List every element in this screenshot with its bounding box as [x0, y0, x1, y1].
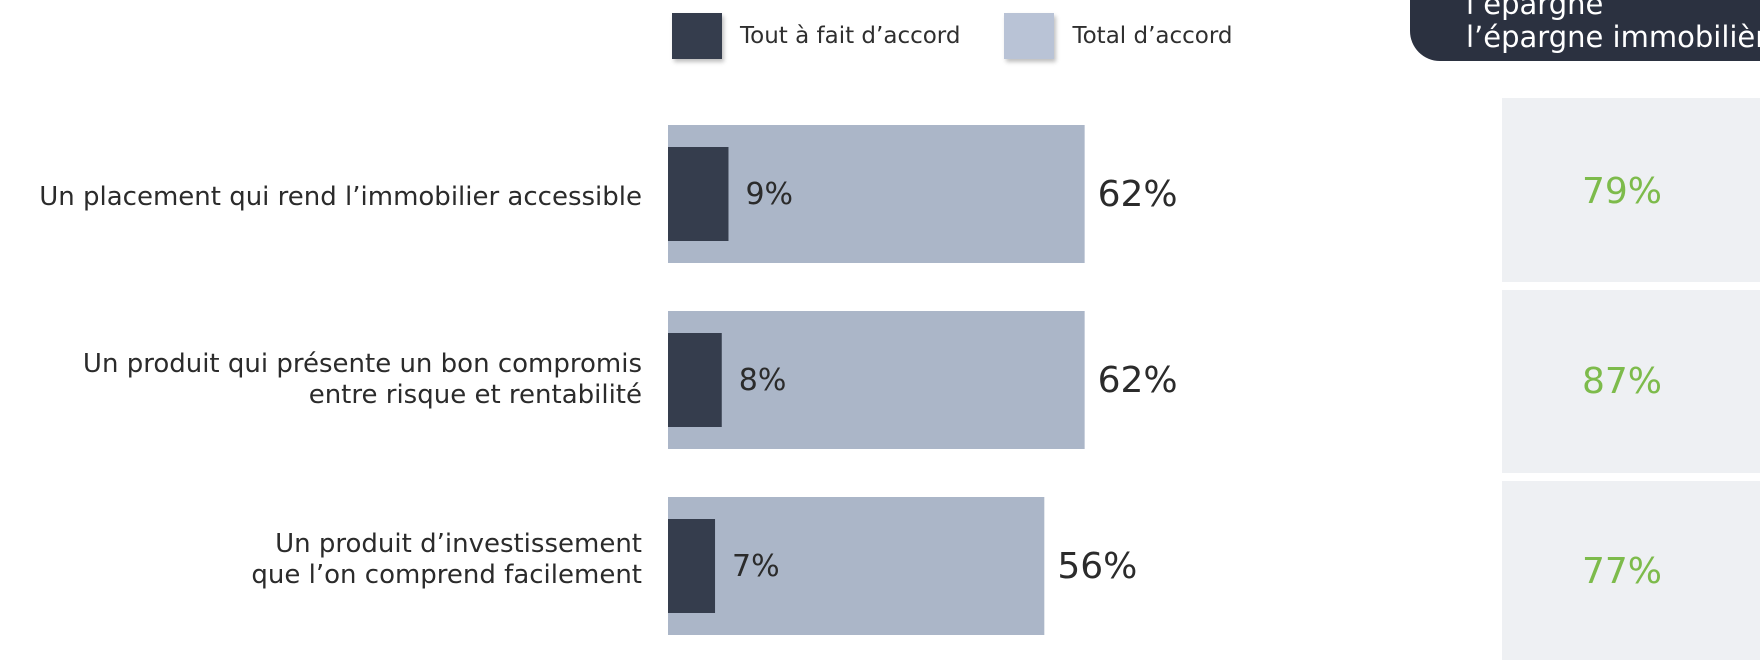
legend-label-strong: Tout à fait d’accord: [740, 23, 961, 49]
legend-item-strong: Tout à fait d’accord: [672, 13, 960, 59]
label-total-2: 56%: [1057, 546, 1137, 587]
bar-strong-1: [668, 333, 722, 427]
category-label-2-line-2: que l’on comprend facilement: [251, 560, 642, 590]
label-total-1: 62%: [1098, 360, 1178, 401]
side-panel-0: [1502, 98, 1760, 282]
category-label-2: Un produit d’investissement que l’on com…: [0, 529, 642, 591]
legend-item-total: Total d’accord: [1004, 13, 1233, 59]
bar-strong-0: [668, 147, 729, 241]
category-label-0-line-1: Un placement qui rend l’immobilier acces…: [39, 182, 642, 212]
legend-label-total: Total d’accord: [1072, 23, 1233, 49]
side-value-0: 79%: [1581, 171, 1662, 212]
category-label-0: Un placement qui rend l’immobilier acces…: [0, 182, 642, 213]
side-value-1: 87%: [1581, 361, 1662, 402]
label-strong-2: 7%: [732, 549, 780, 584]
label-strong-1: 8%: [739, 363, 787, 398]
category-label-2-line-1: Un produit d’investissement: [275, 529, 642, 559]
legend-swatch-total: [1004, 13, 1055, 59]
comparison-header: l’épargne l’épargne immobilière: [1410, 0, 1760, 61]
bar-total-0: [668, 125, 1085, 263]
header-line-1: l’épargne: [1466, 0, 1604, 21]
side-panel-2: [1502, 481, 1760, 660]
bar-total-1: [668, 311, 1085, 449]
label-total-0: 62%: [1098, 174, 1178, 215]
category-label-1: Un produit qui présente un bon compromis…: [0, 349, 642, 411]
header-line-2: l’épargne immobilière: [1466, 20, 1760, 54]
category-label-1-line-1: Un produit qui présente un bon compromis: [82, 349, 642, 379]
category-label-1-line-2: entre risque et rentabilité: [308, 380, 642, 410]
bar-strong-2: [668, 519, 716, 613]
legend: Tout à fait d’accord Total d’accord: [672, 12, 1277, 60]
bar-total-2: [668, 497, 1045, 635]
side-panel-1: [1502, 290, 1760, 473]
legend-swatch-strong: [672, 13, 722, 59]
side-value-2: 77%: [1581, 551, 1662, 592]
label-strong-0: 9%: [745, 177, 793, 212]
